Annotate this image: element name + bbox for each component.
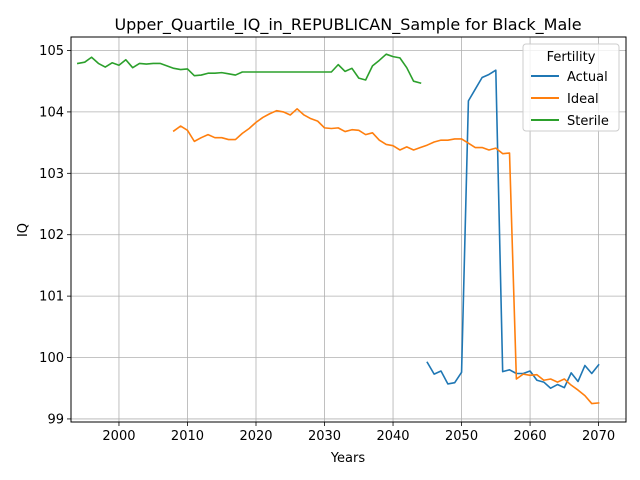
legend-label-sterile: Sterile: [567, 114, 609, 129]
x-tick-label: 2010: [171, 429, 204, 444]
y-tick-label: 99: [47, 412, 64, 427]
x-tick-label: 2030: [308, 429, 341, 444]
legend-label-ideal: Ideal: [567, 92, 599, 107]
legend-box: [522, 43, 620, 132]
y-axis-label: IQ: [16, 223, 31, 237]
y-tick-label: 102: [39, 228, 64, 243]
y-tick-label: 105: [39, 44, 64, 59]
y-tick-label: 103: [39, 167, 64, 182]
legend-title: Fertility: [547, 50, 596, 65]
chart-title: Upper_Quartile_IQ_in_REPUBLICAN_Sample f…: [114, 15, 581, 35]
x-tick-label: 2000: [102, 429, 135, 444]
x-tick-label: 2070: [582, 429, 615, 444]
x-tick-label: 2020: [239, 429, 272, 444]
x-tick-label: 2060: [514, 429, 547, 444]
series-layer: [76, 53, 600, 405]
series-line-sterile: [76, 53, 422, 85]
legend: Fertility Actual Ideal Sterile: [522, 43, 620, 132]
y-tick-label: 100: [39, 351, 64, 366]
series-line-ideal: [172, 108, 600, 405]
series-line-actual: [426, 69, 600, 390]
x-axis: 2000 2010 2020 2030 2040 2050 2060 2070: [102, 422, 615, 444]
plot-frame: [70, 36, 627, 423]
x-tick-label: 2040: [376, 429, 409, 444]
y-tick-label: 104: [39, 105, 64, 120]
y-tick-label: 101: [39, 290, 64, 305]
x-axis-label: Years: [330, 451, 366, 466]
legend-label-actual: Actual: [567, 70, 608, 85]
x-tick-label: 2050: [445, 429, 478, 444]
y-axis: 99 100 101 102 103 104 105: [39, 44, 71, 427]
